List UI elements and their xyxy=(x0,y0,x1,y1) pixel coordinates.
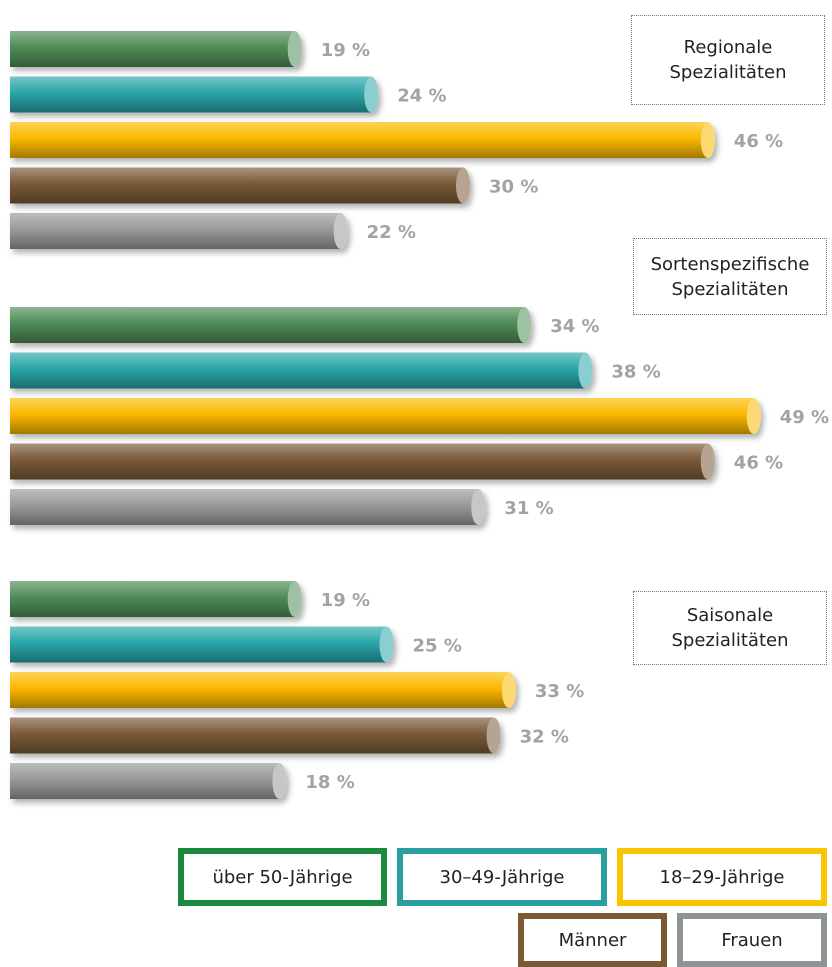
value-label: 32 % xyxy=(520,727,569,748)
value-label: 22 % xyxy=(367,222,416,243)
bar xyxy=(10,31,302,67)
value-label: 25 % xyxy=(413,636,462,657)
bar xyxy=(10,489,486,525)
value-label: 24 % xyxy=(397,86,446,107)
value-label: 38 % xyxy=(611,362,660,383)
bar xyxy=(10,213,348,249)
value-label: 31 % xyxy=(504,498,553,519)
value-label: 33 % xyxy=(535,681,584,702)
legend-entry: 18–29-Jährige xyxy=(617,848,827,906)
bar xyxy=(10,352,593,389)
value-label: 46 % xyxy=(734,453,783,474)
bar xyxy=(10,76,379,113)
category-label: Saisonale Spezialitäten xyxy=(633,591,827,665)
bar xyxy=(10,626,394,663)
legend-entry: Frauen xyxy=(677,913,827,967)
value-label: 34 % xyxy=(550,316,599,337)
category-label: Regionale Spezialitäten xyxy=(631,15,825,105)
bar xyxy=(10,122,715,158)
value-label: 49 % xyxy=(780,407,829,428)
category-label: Sortenspezifische Spezialitäten xyxy=(633,238,827,315)
value-label: 30 % xyxy=(489,177,538,198)
bar xyxy=(10,443,715,480)
bar xyxy=(10,672,516,708)
bar xyxy=(10,763,287,799)
value-label: 19 % xyxy=(321,40,370,61)
value-label: 19 % xyxy=(321,590,370,611)
value-label: 18 % xyxy=(305,772,354,793)
legend-entry: Männer xyxy=(518,913,667,967)
bar xyxy=(10,581,302,617)
bar xyxy=(10,167,470,204)
bar xyxy=(10,717,501,754)
legend-entry: 30–49-Jährige xyxy=(397,848,607,906)
value-label: 46 % xyxy=(734,131,783,152)
legend-entry: über 50-Jährige xyxy=(178,848,387,906)
bar xyxy=(10,398,761,434)
bar xyxy=(10,307,532,343)
